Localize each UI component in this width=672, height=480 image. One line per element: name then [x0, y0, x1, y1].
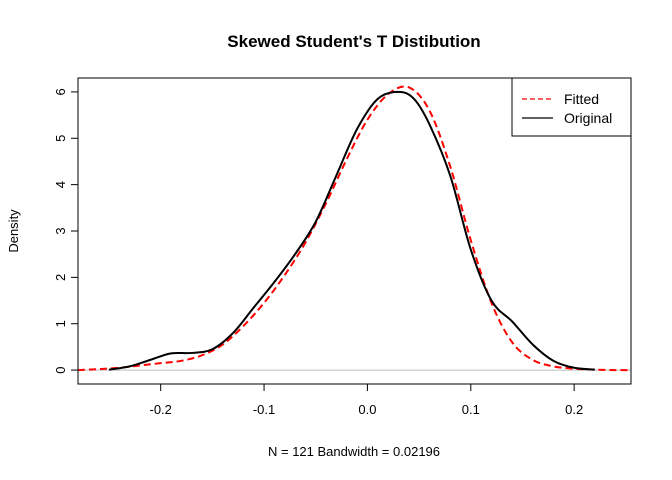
legend: Fitted Original	[511, 77, 632, 137]
legend-label-fitted: Fitted	[564, 91, 599, 107]
x-axis: -0.2 -0.1 0.0 0.1 0.2	[149, 384, 583, 417]
y-tick-label: 6	[53, 88, 68, 95]
y-tick-label: 2	[53, 274, 68, 281]
y-tick-label: 0	[53, 366, 68, 373]
x-tick-label: 0.2	[565, 402, 583, 417]
chart-title: Skewed Student's T Distibution	[227, 32, 480, 51]
y-tick-label: 5	[53, 135, 68, 142]
y-tick-label: 1	[53, 320, 68, 327]
y-tick-label: 3	[53, 227, 68, 234]
plot-area	[77, 85, 632, 372]
x-tick-label: -0.2	[149, 402, 171, 417]
x-tick-label: 0.1	[462, 402, 480, 417]
legend-box	[511, 77, 632, 137]
series-line-fitted	[77, 85, 632, 372]
series-line-original	[108, 90, 595, 371]
legend-label-original: Original	[564, 110, 612, 126]
x-tick-label: -0.1	[253, 402, 275, 417]
x-tick-label: 0.0	[358, 402, 376, 417]
x-axis-label: N = 121 Bandwidth = 0.02196	[268, 444, 440, 459]
y-tick-label: 4	[53, 181, 68, 188]
y-axis-label: Density	[6, 209, 21, 253]
y-axis: 0 1 2 3 4 5 6	[53, 88, 78, 374]
